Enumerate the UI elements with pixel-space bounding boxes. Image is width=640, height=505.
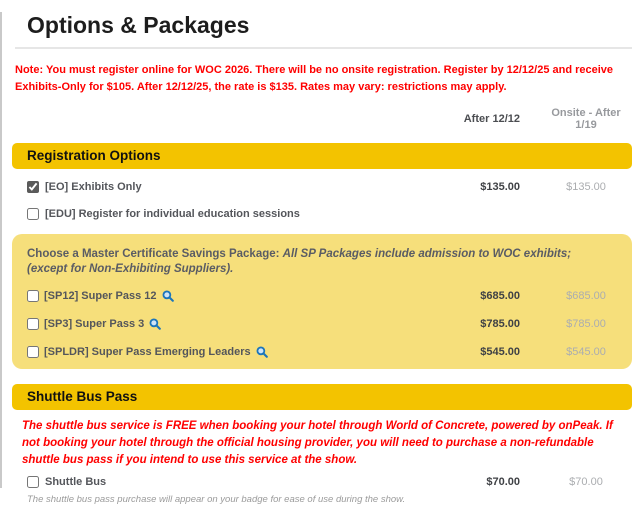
exhibits-only-price-onsite: $135.00	[566, 181, 606, 193]
exhibits-only-checkbox[interactable]	[27, 181, 39, 193]
page-title: Options & Packages	[27, 12, 250, 38]
magnifier-details-icon[interactable]	[149, 318, 162, 330]
super-pass-3-price-onsite: $785.00	[566, 318, 606, 330]
registration-options-header: Registration Options	[12, 143, 632, 169]
title-divider	[15, 47, 632, 49]
magnifier-details-icon[interactable]	[256, 346, 268, 358]
education-sessions-label: [EDU] Register for individual education …	[45, 208, 300, 220]
education-sessions-checkbox[interactable]	[27, 208, 39, 220]
super-pass-leaders-price-after: $545.00	[480, 346, 520, 358]
package-intro-bold: Choose a Master Certificate Savings Pack…	[27, 248, 280, 260]
price-column-headers: After 12/12 Onsite - After 1/19	[12, 107, 632, 131]
super-pass-leaders-checkbox[interactable]	[27, 346, 39, 358]
column-header-onsite: Onsite - After 1/19	[551, 107, 621, 131]
option-row-super-pass-leaders: [SPLDR] Super Pass Emerging Leaders $545…	[12, 343, 632, 361]
option-row-super-pass-12: [SP12] Super Pass 12 $685.00 $685.00	[12, 287, 632, 305]
super-pass-3-price-after: $785.00	[480, 318, 520, 330]
super-pass-12-label: [SP12] Super Pass 12	[44, 290, 157, 302]
package-intro-italic: All SP Packages include admission to WOC…	[27, 248, 572, 275]
shuttle-bus-checkbox[interactable]	[27, 476, 39, 488]
package-box-intro: Choose a Master Certificate Savings Pack…	[12, 247, 632, 277]
super-pass-leaders-label: [SPLDR] Super Pass Emerging Leaders	[44, 346, 251, 358]
option-row-exhibits-only: [EO] Exhibits Only $135.00 $135.00	[12, 174, 632, 200]
shuttle-bus-footnote: The shuttle bus pass purchase will appea…	[27, 494, 406, 505]
super-pass-12-checkbox[interactable]	[27, 290, 39, 302]
super-pass-12-price-onsite: $685.00	[566, 290, 606, 302]
registration-deadline-note: Note: You must register online for WOC 2…	[15, 64, 614, 93]
exhibits-only-price-after: $135.00	[480, 181, 520, 193]
shuttle-bus-pass-header: Shuttle Bus Pass	[12, 384, 632, 410]
shuttle-bus-price-after: $70.00	[486, 476, 520, 488]
column-header-after-1212: After 12/12	[463, 113, 520, 125]
magnifier-details-icon[interactable]	[162, 290, 174, 302]
super-pass-3-label: [SP3] Super Pass 3	[44, 318, 145, 330]
shuttle-bus-note: The shuttle bus service is FREE when boo…	[22, 420, 613, 466]
option-row-education: [EDU] Register for individual education …	[12, 201, 632, 227]
super-pass-3-checkbox[interactable]	[27, 318, 39, 330]
super-pass-package-box: Choose a Master Certificate Savings Pack…	[12, 234, 632, 369]
shuttle-bus-label: Shuttle Bus	[45, 476, 107, 488]
exhibits-only-label: [EO] Exhibits Only	[45, 181, 142, 193]
super-pass-leaders-price-onsite: $545.00	[566, 346, 606, 358]
option-row-super-pass-3: [SP3] Super Pass 3 $785.00 $785.00	[12, 315, 632, 333]
super-pass-12-price-after: $685.00	[480, 290, 520, 302]
shuttle-bus-price-onsite: $70.00	[569, 476, 603, 488]
